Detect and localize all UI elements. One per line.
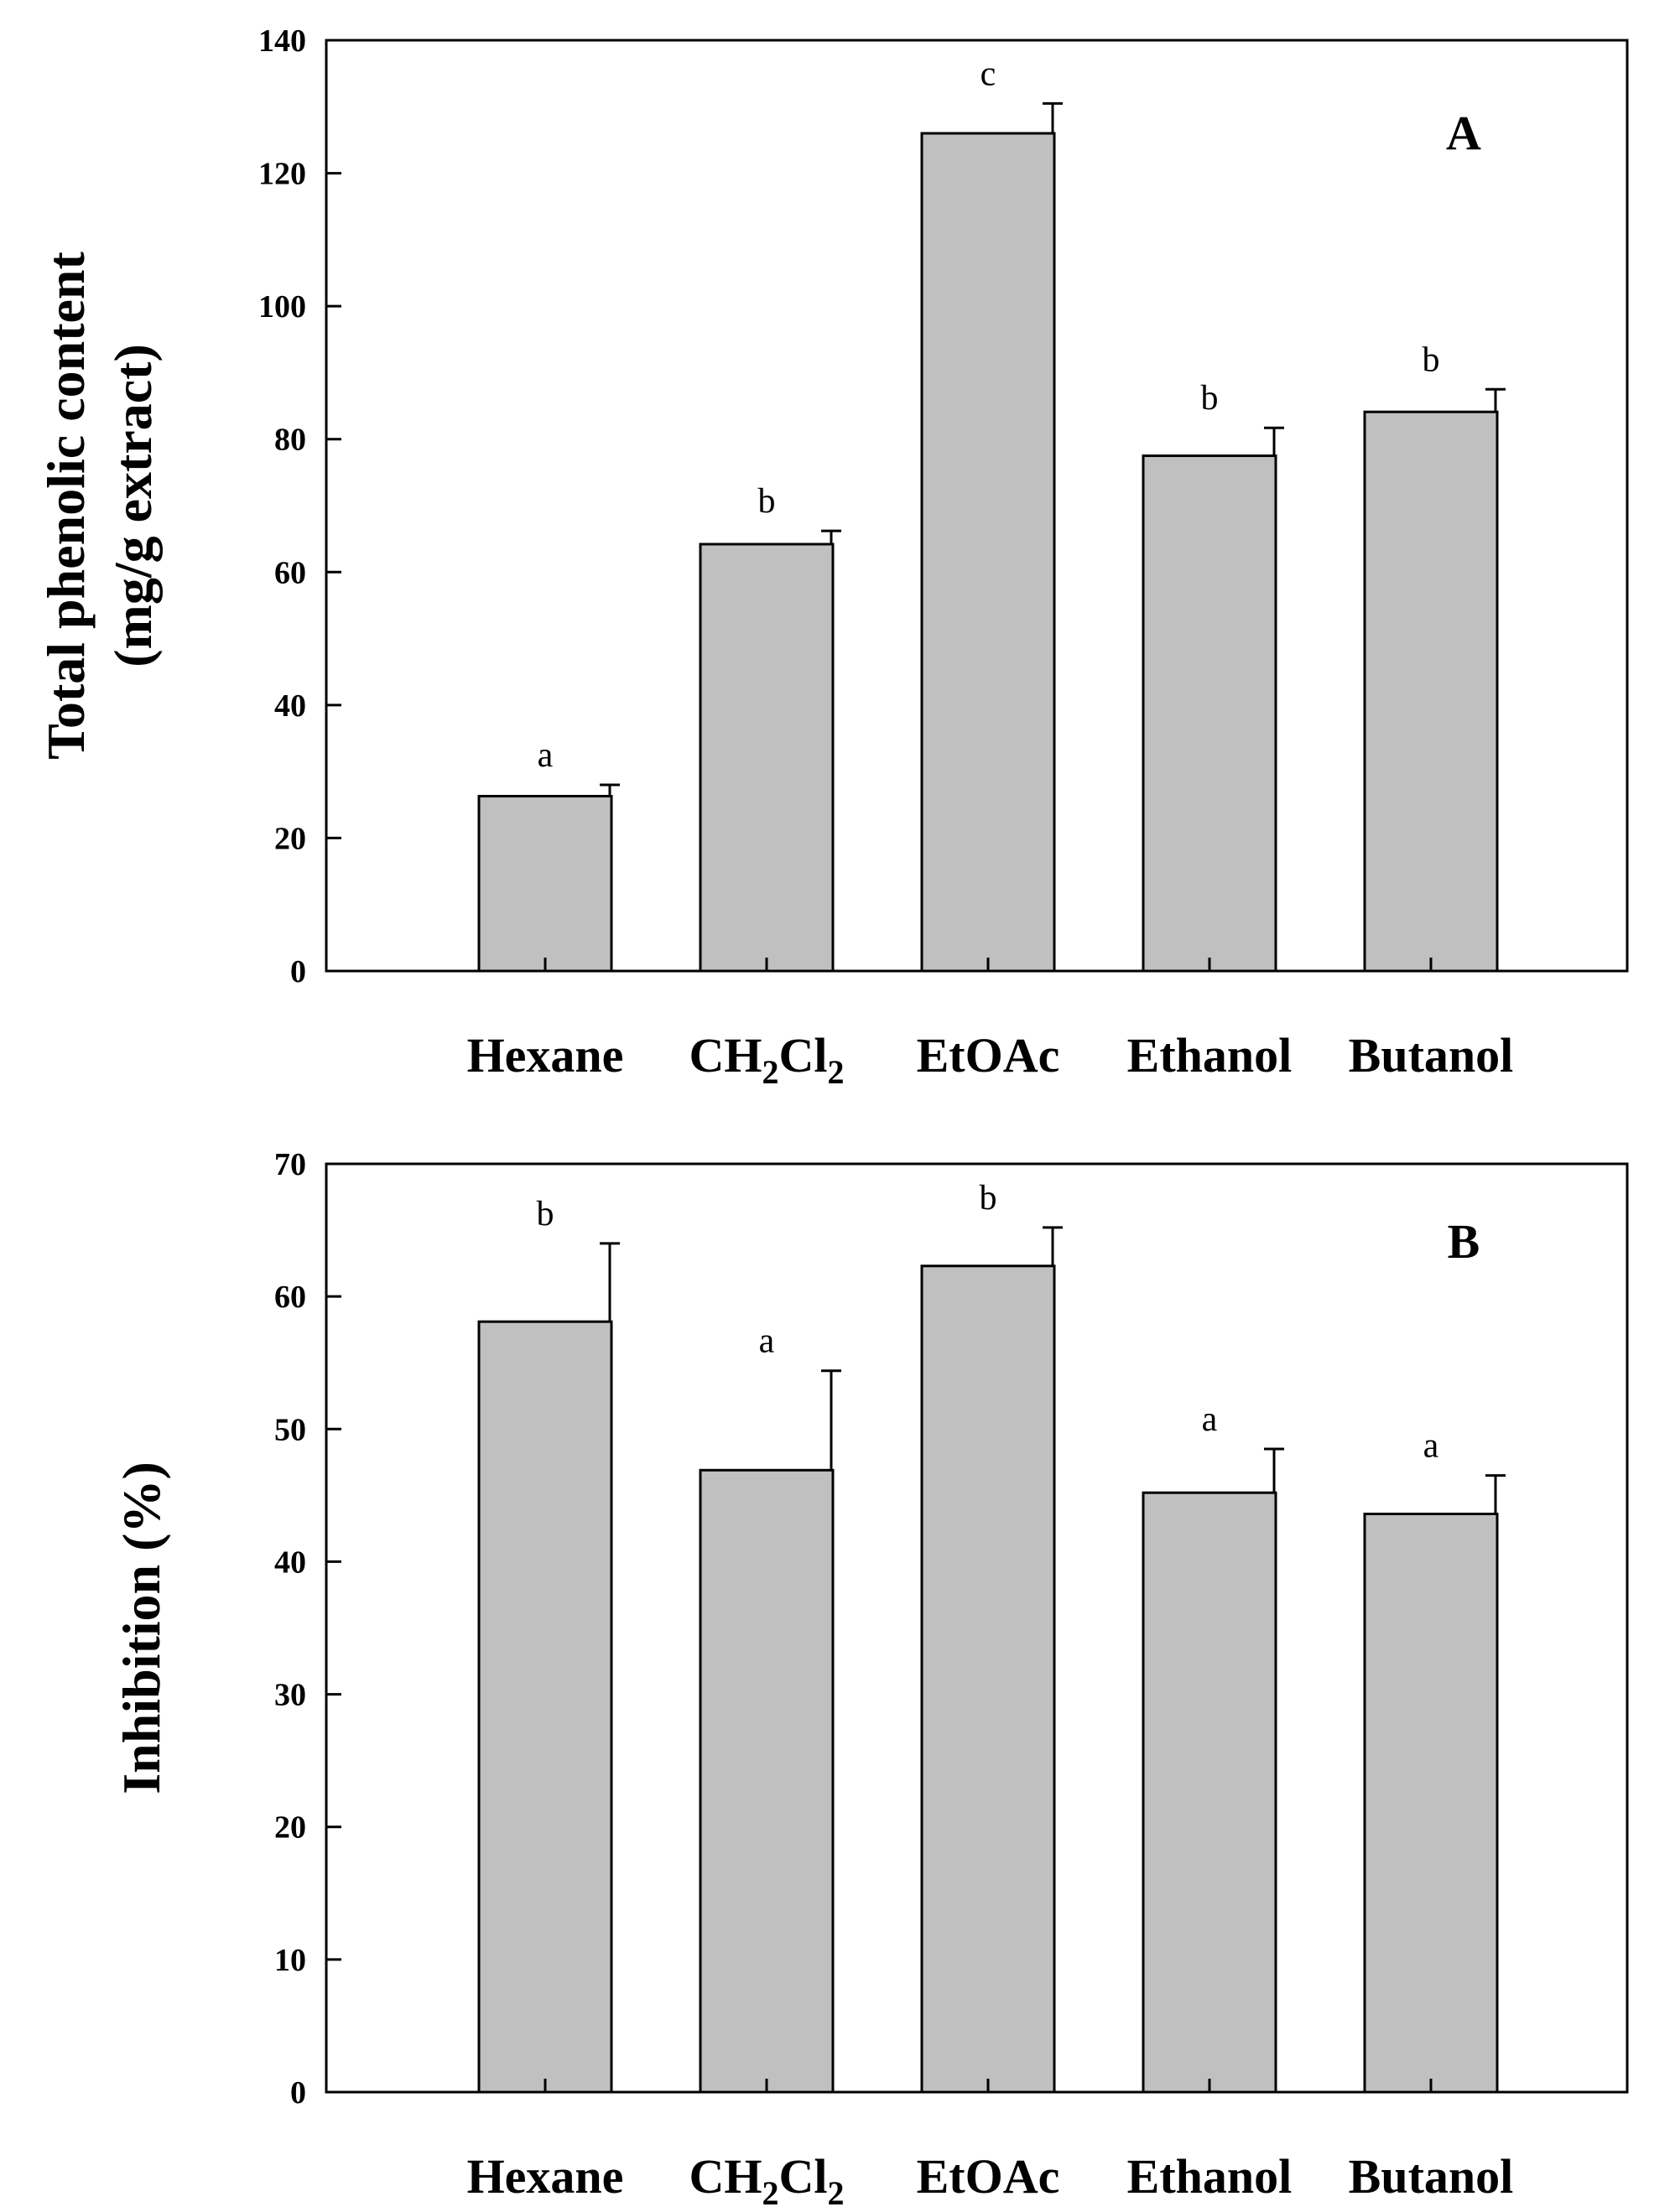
bar-hexane: [477, 794, 613, 973]
y-tick-label: 60: [274, 555, 306, 590]
panel-b-chart: 0 10 20 30 40 50 60 70 b Hexane a CH2Cl2 b EtOAc a Etha…: [112, 1147, 1629, 2212]
category-label: CH2Cl2: [689, 1028, 845, 1091]
y-tick-label: 40: [274, 1545, 306, 1580]
bar-ethanol: [1142, 1491, 1277, 2094]
bar-ethanol: [1142, 454, 1277, 973]
y-tick-label: 20: [274, 821, 306, 856]
y-tick-label: 70: [274, 1147, 306, 1182]
y-tick-label: 140: [258, 23, 306, 59]
significance-letter: b: [1201, 379, 1219, 418]
category-label: CH2Cl2: [689, 2149, 845, 2212]
significance-letter: a: [538, 736, 554, 775]
significance-letter: c: [981, 55, 996, 93]
category-label: Ethanol: [1127, 2149, 1293, 2204]
category-label: Butanol: [1349, 1028, 1514, 1083]
y-tick-label: 10: [274, 1943, 306, 1978]
bar-hexane: [477, 1320, 613, 2094]
bar-ch2cl2: [699, 1468, 835, 2094]
y-tick-label: 0: [290, 2075, 306, 2111]
category-label: Ethanol: [1127, 1028, 1293, 1083]
panel-letter: B: [1448, 1214, 1480, 1269]
significance-letter: b: [537, 1195, 554, 1233]
panel-letter: A: [1446, 106, 1481, 160]
y-tick-label: 40: [274, 688, 306, 724]
category-label: Butanol: [1349, 2149, 1514, 2204]
y-tick-label: 30: [274, 1678, 306, 1713]
significance-letter: a: [759, 1322, 775, 1361]
bar-butanol: [1363, 410, 1499, 973]
bar-etoac: [920, 132, 1056, 973]
y-axis-title: Inhibition (%): [112, 1462, 171, 1794]
y-tick-label: 60: [274, 1280, 306, 1315]
y-tick-label: 120: [258, 157, 306, 192]
significance-letter: a: [1423, 1427, 1439, 1466]
y-tick-label: 20: [274, 1810, 306, 1846]
significance-letter: a: [1202, 1400, 1218, 1439]
y-tick-label: 50: [274, 1412, 306, 1447]
y-tick-label: 0: [290, 954, 306, 989]
significance-letter: b: [758, 482, 776, 521]
bar-etoac: [920, 1264, 1056, 2094]
panel-a-chart: 0 20 40 60 80 100 120 140 a Hexane b CH2Cl2 c EtOAc b E…: [36, 23, 1629, 1091]
category-label: Hexane: [467, 1028, 624, 1083]
category-label: EtOAc: [917, 2149, 1060, 2204]
bar-butanol: [1363, 1512, 1499, 2094]
y-axis-title: Total phenolic content: [36, 251, 96, 759]
y-tick-label: 100: [258, 289, 306, 325]
y-tick-label: 80: [274, 423, 306, 458]
category-label: Hexane: [467, 2149, 624, 2204]
category-label: EtOAc: [917, 1028, 1060, 1083]
y-axis-title: (mg/g extract): [103, 344, 163, 667]
significance-letter: b: [980, 1179, 997, 1218]
significance-letter: b: [1423, 340, 1440, 379]
bar-ch2cl2: [699, 543, 835, 973]
